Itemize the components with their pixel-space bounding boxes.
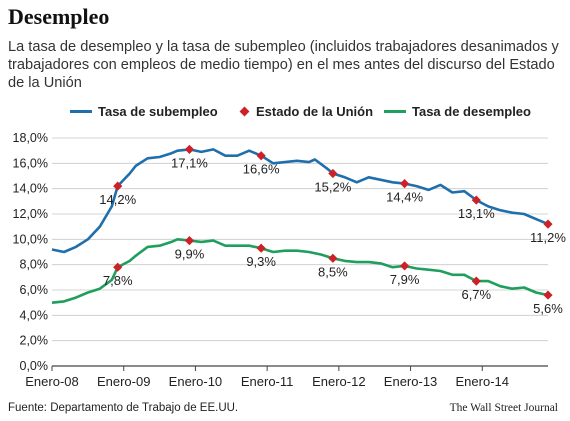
state-of-union-marker <box>113 262 123 272</box>
y-tick-label: 10,0% <box>13 232 48 246</box>
legend-swatch-subempleo <box>70 110 92 113</box>
source-note: Fuente: Departamento de Trabajo de EE.UU… <box>8 402 239 414</box>
chart-subtitle: La tasa de desempleo y la tasa de subemp… <box>8 39 559 91</box>
x-tick-label: Enero-11 <box>241 374 294 389</box>
data-label: 9,3% <box>246 254 276 269</box>
y-tick-label: 2,0% <box>20 334 49 348</box>
x-tick-label: Enero-10 <box>169 374 222 389</box>
state-of-union-marker <box>543 219 553 229</box>
chart-title: Desempleo <box>8 4 110 29</box>
state-of-union-marker <box>328 253 338 263</box>
legend-item-desempleo: Tasa de desempleo <box>384 104 531 119</box>
y-tick-label: 16,0% <box>13 156 48 170</box>
x-tick-label: Enero-13 <box>384 374 437 389</box>
x-tick-label: Enero-14 <box>456 374 509 389</box>
state-of-union-marker <box>399 261 410 271</box>
data-label: 13,1% <box>458 206 495 221</box>
state-of-union-marker <box>256 243 266 253</box>
legend-swatch-desempleo <box>384 110 406 113</box>
state-of-union-marker <box>399 179 410 189</box>
line-chart: 0,0% 2,0% 4,0% 6,0% 8,0% 10,0% 12,0% 14,0% 16,0%… <box>13 131 567 389</box>
data-label: 7,8% <box>103 273 133 288</box>
data-label: 8,5% <box>318 264 348 279</box>
legend: Tasa de subempleo Estado de la Unión Tas… <box>0 104 570 126</box>
x-tick-label: Enero-08 <box>25 374 78 389</box>
data-label: 6,7% <box>461 287 491 302</box>
data-label: 17,1% <box>171 155 208 170</box>
legend-item-estado-union: Estado de la Unión <box>238 104 373 119</box>
state-of-union-marker <box>328 168 338 179</box>
state-of-union-marker <box>543 290 553 300</box>
state-of-union-marker <box>471 276 481 286</box>
x-tick-label: Enero-09 <box>97 374 150 389</box>
state-of-union-marker <box>113 181 123 191</box>
state-of-union-marker <box>471 195 481 205</box>
y-tick-label: 6,0% <box>20 283 49 297</box>
y-tick-label: 14,0% <box>13 182 48 196</box>
legend-diamond-icon <box>239 106 250 117</box>
data-label: 14,4% <box>386 190 423 205</box>
data-label: 15,2% <box>314 179 351 194</box>
state-of-union-marker <box>184 144 195 154</box>
x-tick-label: Enero-12 <box>312 374 365 389</box>
data-label: 7,9% <box>390 272 420 287</box>
publisher-credit: The Wall Street Journal <box>449 402 558 414</box>
legend-label-estado-union: Estado de la Unión <box>256 104 374 119</box>
legend-label-subempleo: Tasa de subempleo <box>98 104 218 119</box>
data-label: 16,6% <box>243 162 280 177</box>
state-of-union-marker <box>184 236 195 246</box>
data-label: 5,6% <box>533 301 563 316</box>
data-label: 9,9% <box>175 247 205 262</box>
y-tick-label: 0,0% <box>20 359 49 373</box>
state-of-union-marker <box>256 151 266 161</box>
legend-item-subempleo: Tasa de subempleo <box>70 104 218 119</box>
y-tick-label: 8,0% <box>20 258 49 272</box>
y-tick-label: 12,0% <box>13 207 48 221</box>
data-label: 11,2% <box>530 230 566 245</box>
legend-label-desempleo: Tasa de desempleo <box>412 104 531 119</box>
y-tick-label: 4,0% <box>20 308 49 322</box>
series-line-desempleo <box>51 238 549 304</box>
series-line-subempleo <box>51 148 549 254</box>
data-label: 14,2% <box>99 192 136 207</box>
y-tick-label: 18,0% <box>13 131 48 145</box>
